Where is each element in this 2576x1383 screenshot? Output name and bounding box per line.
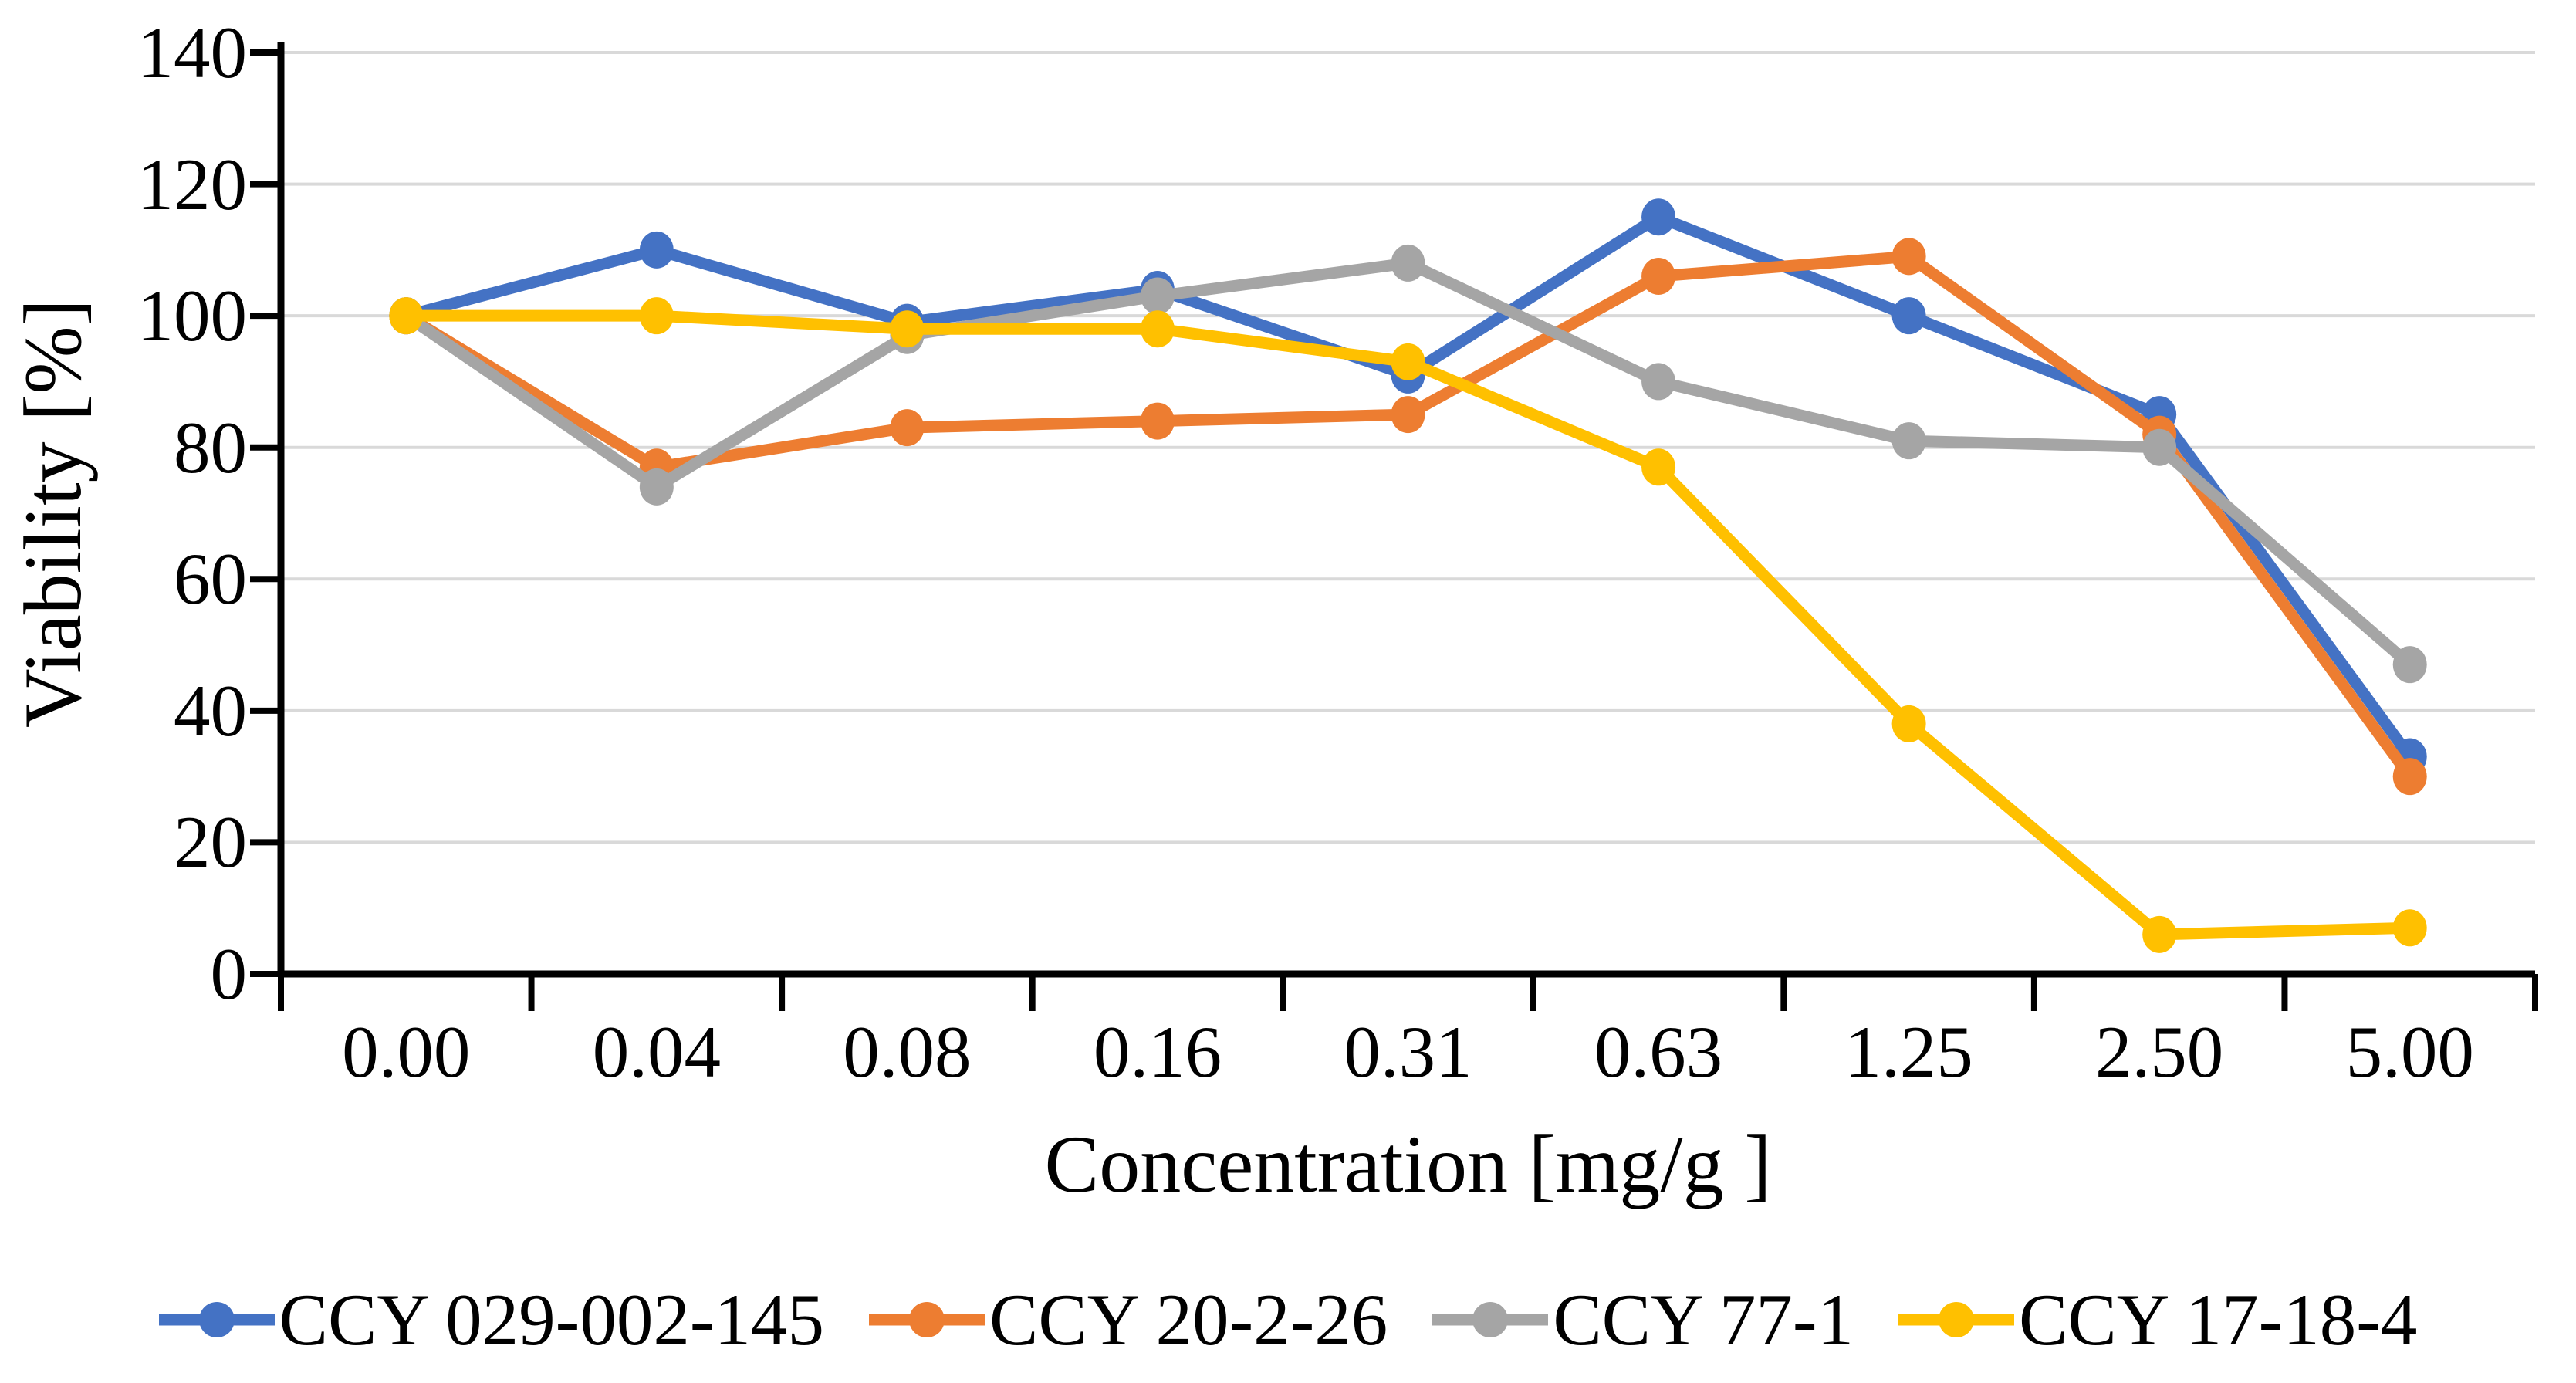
y-tick-label: 140 xyxy=(137,12,248,93)
legend-item-CCY 77-1: CCY 77-1 xyxy=(1432,1283,1854,1357)
legend-label: CCY 77-1 xyxy=(1553,1278,1854,1361)
data-point-CCY 17-18-4-1.25 xyxy=(1891,705,1926,742)
x-tick-label: 0.04 xyxy=(592,1011,721,1093)
y-tick-label: 100 xyxy=(137,275,248,357)
legend-marker-icon xyxy=(1898,1302,2015,1337)
y-axis-tick-labels: 0 20 40 60 80 100 120 140 xyxy=(0,0,255,1383)
x-axis-title: Concentration [mg/g ] xyxy=(1044,1119,1772,1209)
legend-label: CCY 029-002-145 xyxy=(279,1278,824,1361)
data-point-CCY 77-1-0.16 xyxy=(1140,277,1175,315)
data-point-CCY 77-1-5.00 xyxy=(2392,646,2427,684)
y-tick-label: 20 xyxy=(174,801,247,884)
data-point-CCY 17-18-4-2.50 xyxy=(2142,915,2177,953)
legend-marker-icon xyxy=(868,1302,985,1337)
data-point-CCY 17-18-4-0.08 xyxy=(890,310,925,348)
data-point-CCY 17-18-4-0.00 xyxy=(389,297,424,335)
data-point-CCY 77-1-0.04 xyxy=(639,468,674,506)
x-tick-label: 0.63 xyxy=(1594,1011,1723,1093)
y-tick-label: 60 xyxy=(174,538,247,620)
legend-marker-icon xyxy=(1432,1302,1549,1337)
data-point-CCY 77-1-0.31 xyxy=(1391,244,1425,282)
y-tick-label: 80 xyxy=(174,406,247,489)
data-point-CCY 17-18-4-0.04 xyxy=(639,297,674,335)
legend-label: CCY 17-18-4 xyxy=(2019,1278,2418,1361)
x-tick-label: 0.16 xyxy=(1093,1011,1222,1093)
y-tick-label: 120 xyxy=(137,143,248,225)
x-tick-label: 1.25 xyxy=(1844,1011,1973,1093)
series-line-CCY 20-2-26 xyxy=(400,250,2416,783)
legend-item-CCY 17-18-4: CCY 17-18-4 xyxy=(1898,1283,2417,1357)
x-tick-label: 0.31 xyxy=(1344,1011,1472,1093)
data-point-CCY 77-1-0.63 xyxy=(1641,363,1676,401)
data-point-CCY 17-18-4-0.63 xyxy=(1641,448,1676,486)
legend-label: CCY 20-2-26 xyxy=(989,1278,1388,1361)
data-point-CCY 029-002-145-0.04 xyxy=(639,231,674,269)
y-tick-label: 0 xyxy=(210,933,248,1015)
x-tick-label: 0.00 xyxy=(342,1011,471,1093)
x-tick-label: 2.50 xyxy=(2095,1011,2224,1093)
data-point-CCY 029-002-145-0.63 xyxy=(1641,198,1676,236)
data-point-CCY 20-2-26-0.63 xyxy=(1641,257,1676,295)
data-point-CCY 20-2-26-1.25 xyxy=(1891,238,1926,276)
data-point-CCY 77-1-1.25 xyxy=(1891,422,1926,460)
x-tick-label: 5.00 xyxy=(2345,1011,2474,1093)
legend-item-CCY 20-2-26: CCY 20-2-26 xyxy=(868,1278,1388,1361)
data-point-CCY 17-18-4-0.31 xyxy=(1391,343,1425,380)
legend-item-CCY 029-002-145: CCY 029-002-145 xyxy=(158,1278,824,1361)
y-tick-label: 40 xyxy=(174,669,247,752)
data-point-CCY 17-18-4-0.16 xyxy=(1140,310,1175,348)
data-point-CCY 77-1-2.50 xyxy=(2142,428,2177,466)
data-point-CCY 17-18-4-5.00 xyxy=(2392,909,2427,947)
chart-legend: CCY 029-002-145 CCY 20-2-26 CCY 77-1 CCY 17… xyxy=(0,1266,2576,1374)
x-axis-tick-labels: 0.00 0.04 0.08 0.16 0.31 0.63 1.25 2.50 5.00 xyxy=(281,1016,2535,1108)
data-point-CCY 20-2-26-5.00 xyxy=(2392,758,2427,796)
data-point-CCY 20-2-26-0.16 xyxy=(1140,402,1175,440)
data-point-CCY 20-2-26-0.08 xyxy=(890,409,925,447)
data-point-CCY 029-002-145-1.25 xyxy=(1891,297,1926,335)
series-line-CCY 029-002-145 xyxy=(400,211,2416,763)
data-point-CCY 20-2-26-0.31 xyxy=(1391,396,1425,434)
legend-marker-icon xyxy=(158,1302,275,1337)
x-tick-label: 0.08 xyxy=(843,1011,972,1093)
plot-svg xyxy=(250,42,2538,1011)
